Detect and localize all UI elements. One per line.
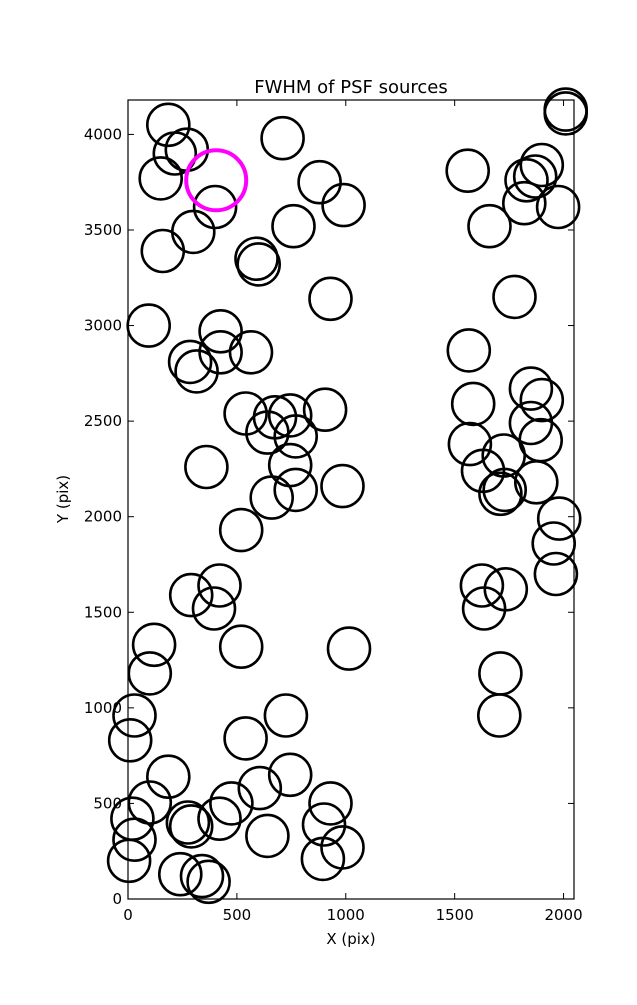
psf-source-circle-66 bbox=[512, 154, 558, 199]
psf-source-circle-71 bbox=[492, 274, 537, 320]
psf-source-circle-3 bbox=[138, 156, 183, 201]
chart-title: FWHM of PSF sources bbox=[254, 77, 448, 98]
psf-source-circle-27 bbox=[273, 467, 319, 513]
psf-source-circle-47 bbox=[197, 796, 242, 842]
psf-source-circle-39 bbox=[112, 693, 157, 738]
psf-source-circle-55 bbox=[301, 802, 347, 847]
y-tick-label-500: 500 bbox=[93, 794, 122, 812]
psf-source-circle-57 bbox=[320, 825, 365, 870]
psf-source-circle-83 bbox=[513, 459, 559, 505]
psf-source-circle-62 bbox=[445, 148, 491, 193]
psf-source-circle-28 bbox=[320, 463, 365, 509]
psf-source-circle-24 bbox=[273, 414, 319, 459]
x-tick-label-2000: 2000 bbox=[544, 906, 582, 924]
psf-source-circle-15 bbox=[198, 308, 243, 354]
psf-source-circle-72 bbox=[446, 328, 492, 373]
x-tick-label-1500: 1500 bbox=[436, 906, 474, 924]
psf-source-circle-81 bbox=[519, 377, 565, 423]
psf-source-circle-59 bbox=[158, 851, 203, 897]
psf-source-circle-74 bbox=[447, 421, 493, 467]
psf-source-circle-18 bbox=[174, 349, 219, 394]
psf-source-circle-89 bbox=[483, 566, 529, 612]
psf-source-circle-67 bbox=[519, 142, 565, 188]
psf-source-circle-53 bbox=[245, 813, 290, 859]
psf-source-circle-25 bbox=[302, 387, 348, 433]
y-axis-label: Y (pix) bbox=[54, 475, 72, 524]
psf-source-circle-23 bbox=[267, 393, 313, 438]
psf-source-circle-87 bbox=[459, 563, 505, 608]
psf-source-circle-54 bbox=[308, 781, 353, 826]
psf-source-circle-31 bbox=[218, 507, 264, 553]
psf-source-circle-35 bbox=[131, 622, 177, 668]
psf-source-circle-41 bbox=[223, 716, 268, 761]
x-tick-label-500: 500 bbox=[223, 906, 252, 924]
psf-source-circle-61 bbox=[186, 859, 231, 905]
psf-source-circle-52 bbox=[112, 817, 157, 863]
psf-source-circle-8 bbox=[297, 159, 342, 205]
psf-source-circle-84 bbox=[536, 496, 582, 541]
psf-source-circle-40 bbox=[107, 717, 153, 763]
psf-source-circle-38 bbox=[326, 626, 372, 671]
psf-source-circle-11 bbox=[234, 236, 279, 282]
y-tick-label-2500: 2500 bbox=[84, 412, 122, 430]
psf-source-circle-6 bbox=[140, 228, 186, 274]
psf-source-circle-46 bbox=[209, 781, 254, 826]
plot-frame bbox=[127, 99, 575, 900]
psf-source-circle-12 bbox=[236, 242, 282, 287]
psf-source-circle-73 bbox=[450, 381, 496, 427]
psf-source-circle-33 bbox=[168, 572, 214, 618]
psf-source-circle-58 bbox=[106, 838, 152, 884]
psf-source-circle-64 bbox=[501, 180, 547, 226]
psf-source-circle-65 bbox=[504, 158, 549, 203]
psf-source-circle-70 bbox=[543, 87, 589, 132]
y-tick-label-4000: 4000 bbox=[84, 125, 122, 143]
psf-source-circle-60 bbox=[179, 853, 225, 899]
psf-source-circle-50 bbox=[165, 800, 211, 845]
y-tick-label-3500: 3500 bbox=[84, 221, 122, 239]
psf-source-circle-68 bbox=[535, 184, 581, 230]
y-tick-label-3000: 3000 bbox=[84, 317, 122, 335]
psf-source-circle-63 bbox=[467, 203, 512, 249]
psf-source-circle-16 bbox=[198, 329, 243, 375]
psf-source-circle-19 bbox=[228, 329, 274, 375]
psf-source-circle-34 bbox=[191, 586, 237, 631]
y-tick-label-2000: 2000 bbox=[84, 508, 122, 526]
x-tick-label-1000: 1000 bbox=[327, 906, 365, 924]
y-tick-label-0: 0 bbox=[112, 890, 122, 908]
psf-source-circle-17 bbox=[167, 339, 213, 385]
psf-source-circle-44 bbox=[267, 752, 313, 798]
psf-source-circle-42 bbox=[263, 693, 309, 738]
psf-source-circle-91 bbox=[476, 693, 522, 738]
psf-source-circle-9 bbox=[271, 203, 316, 249]
highlight-source-circle bbox=[184, 148, 249, 213]
psf-source-circle-85 bbox=[531, 521, 577, 566]
y-axis-ticks: 0 500 1000 1500 2000 2500 3000 3500 4000 bbox=[84, 125, 574, 908]
psf-source-circle-79 bbox=[508, 366, 554, 411]
psf-source-circle-29 bbox=[249, 475, 295, 520]
psf-source-circle-10 bbox=[321, 182, 366, 228]
psf-source-circle-36 bbox=[127, 651, 173, 696]
psf-source-circle-2 bbox=[152, 131, 198, 176]
psf-source-circle-37 bbox=[218, 624, 264, 670]
psf-source-circle-78 bbox=[478, 471, 523, 517]
psf-source-circle-77 bbox=[482, 467, 528, 513]
psf-source-circle-45 bbox=[237, 765, 283, 811]
psf-source-circle-0 bbox=[146, 102, 191, 148]
x-axis-label: X (pix) bbox=[326, 930, 375, 948]
psf-source-circle-32 bbox=[197, 563, 242, 608]
y-tick-label-1000: 1000 bbox=[84, 699, 122, 717]
y-tick-label-1500: 1500 bbox=[84, 603, 122, 621]
psf-source-circle-51 bbox=[168, 804, 214, 849]
psf-source-circle-43 bbox=[146, 754, 191, 800]
psf-source-circle-30 bbox=[184, 444, 229, 490]
x-axis-ticks: 0 500 1000 1500 2000 bbox=[123, 100, 583, 924]
psf-source-circle-13 bbox=[308, 276, 353, 322]
data-marks bbox=[106, 87, 589, 905]
psf-source-circle-7 bbox=[260, 115, 305, 161]
x-tick-label-0: 0 bbox=[123, 906, 133, 924]
psf-source-circle-86 bbox=[533, 551, 579, 597]
